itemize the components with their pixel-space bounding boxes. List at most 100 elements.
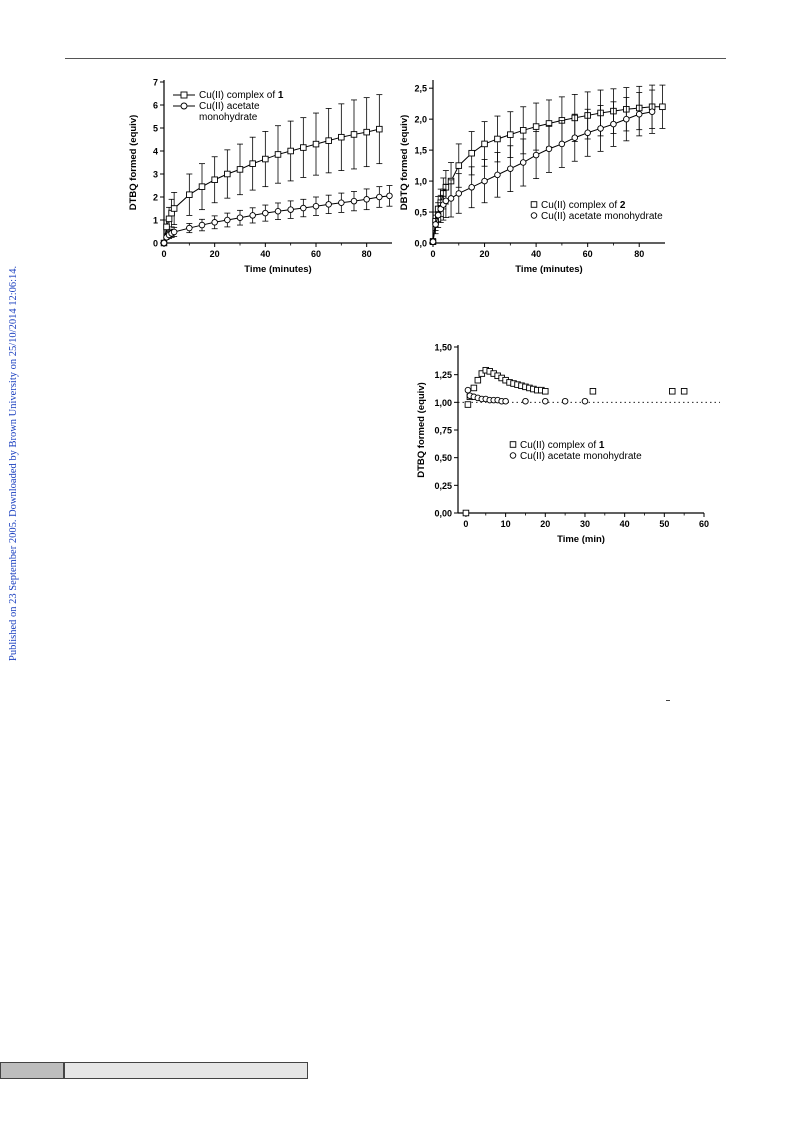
chart-dbtq-time: 0,0 0,5 1,0 1,5 2,0 2,5 0 20 40 60 80 Time (minutes… [399, 80, 666, 275]
header-rule [65, 58, 726, 59]
data-point [635, 110, 643, 118]
data-point [160, 239, 168, 247]
legend: Cu(II) complex of 2Cu(II) acetate monohy… [530, 200, 663, 222]
data-point [507, 131, 514, 138]
data-point [186, 191, 193, 198]
data-point [198, 183, 206, 190]
data-point [502, 397, 509, 405]
y-tick-label: 2,0 [414, 115, 427, 125]
legend-marker [180, 102, 188, 110]
data-point [363, 196, 370, 203]
chart-dtbq-short-time: 0,00 0,25 0,50 0,75 1,00 1,25 1,50 0 10 20 30 40 50 6… [416, 343, 720, 545]
legend-marker [509, 441, 517, 448]
data-point [478, 370, 486, 377]
data-point [386, 192, 393, 200]
data-point [468, 184, 475, 191]
data-point [542, 388, 549, 395]
data-point [680, 388, 688, 395]
data-point [363, 128, 370, 136]
legend-label-1: Cu(II) complex of 1 [520, 440, 605, 451]
data-point [300, 144, 307, 151]
y-tick-label: 0,25 [434, 481, 452, 491]
x-tick-label: 80 [634, 249, 644, 259]
x-tick-label: 0 [463, 519, 468, 529]
data-point [429, 238, 437, 246]
data-point [522, 397, 529, 405]
data-point [669, 388, 676, 395]
y-tick-label: 0,5 [414, 208, 427, 218]
data-point [532, 151, 540, 159]
y-tick-label: 7 [153, 78, 158, 88]
legend-marker [509, 452, 517, 459]
data-point [494, 171, 501, 179]
data-point [236, 166, 244, 173]
data-point [325, 201, 332, 208]
legend-marker [530, 201, 538, 208]
data-point [262, 155, 269, 163]
x-tick-label: 20 [540, 519, 550, 529]
y-tick-label: 4 [153, 147, 158, 157]
series-2 [464, 386, 589, 405]
series-2 [160, 185, 393, 247]
data-point [581, 397, 589, 405]
data-point [468, 149, 475, 157]
y-tick-label: 1,00 [434, 398, 452, 408]
x-tick-label: 10 [501, 519, 511, 529]
x-axis-label: Time (minutes) [515, 264, 582, 275]
x-tick-label: 60 [699, 519, 709, 529]
legend-marker [180, 91, 188, 99]
y-tick-label: 1 [153, 216, 158, 226]
data-point [325, 137, 332, 144]
data-point [186, 224, 193, 232]
publication-note: Published on 23 September 2005. Download… [8, 265, 19, 661]
y-tick-label: 3 [153, 170, 158, 180]
data-point [163, 223, 170, 231]
data-point [170, 205, 178, 212]
data-point [287, 206, 294, 213]
data-point [312, 140, 320, 148]
chart-dtbq-time: 0 1 2 3 4 5 6 7 0 20 40 60 80 Time (minutes) DTBQ form… [128, 78, 393, 275]
x-tick-label: 40 [531, 249, 541, 259]
legend-marker [530, 212, 538, 219]
x-tick-label: 80 [362, 249, 372, 259]
data-point [224, 216, 231, 224]
data-point [300, 204, 307, 212]
data-point [455, 162, 463, 169]
data-point [338, 199, 345, 206]
data-point [447, 195, 455, 202]
data-point [532, 123, 540, 130]
data-point [464, 401, 472, 408]
data-point [224, 170, 231, 178]
data-point [350, 197, 358, 205]
x-tick-label: 0 [430, 249, 435, 259]
y-tick-label: 0,00 [434, 509, 452, 519]
x-tick-label: 60 [583, 249, 593, 259]
data-point [455, 190, 463, 197]
x-axis-label: Time (min) [557, 534, 605, 545]
data-point [623, 115, 630, 123]
x-tick-label: 0 [161, 249, 166, 259]
legend-label-1: Cu(II) complex of 1 [199, 90, 284, 101]
data-point [507, 165, 514, 172]
data-point [571, 134, 579, 141]
data-point [434, 211, 442, 219]
data-point [481, 140, 488, 148]
legend: Cu(II) complex of 1Cu(II) acetate monohyd… [173, 90, 284, 123]
data-point [519, 127, 527, 134]
y-tick-label: 0,0 [414, 239, 427, 249]
data-point [558, 140, 566, 148]
data-point [165, 215, 173, 223]
data-point [474, 376, 482, 384]
data-point [376, 193, 383, 201]
series-1 [160, 94, 383, 247]
x-tick-label: 20 [210, 249, 220, 259]
y-tick-label: 0 [153, 239, 158, 249]
data-point [442, 197, 450, 205]
data-point [464, 386, 472, 394]
data-point [211, 219, 218, 226]
data-point [589, 388, 597, 395]
data-point [170, 228, 178, 236]
x-tick-label: 60 [311, 249, 321, 259]
data-point [648, 108, 656, 115]
legend: Cu(II) complex of 1Cu(II) acetate monohy… [509, 440, 642, 462]
